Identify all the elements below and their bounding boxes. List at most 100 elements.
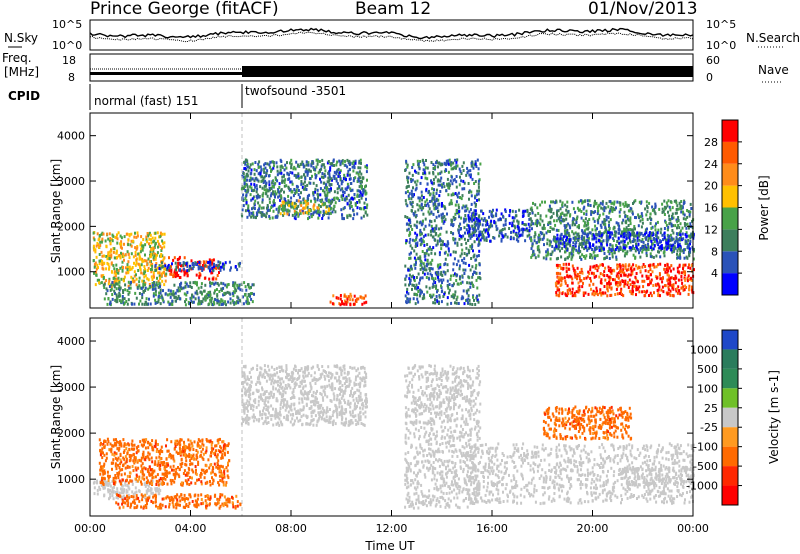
range-gate-cell: [207, 265, 210, 269]
range-gate-cell: [547, 221, 550, 225]
range-gate-cell: [157, 285, 160, 289]
range-gate-cell: [430, 181, 433, 185]
range-gate-cell: [427, 262, 430, 266]
range-gate-cell: [343, 206, 346, 210]
range-gate-cell: [347, 295, 350, 299]
range-gate-cell: [345, 197, 348, 201]
range-gate-cell: [168, 292, 171, 296]
range-gate-cell: [300, 191, 302, 195]
range-gate-cell: [637, 213, 640, 217]
range-gate-cell: [592, 244, 595, 247]
range-gate-cell: [146, 277, 149, 281]
range-gate-cell: [365, 300, 368, 304]
range-gate-cell: [360, 207, 363, 211]
range-gate-cell: [322, 203, 325, 207]
range-gate-cell: [690, 276, 692, 280]
range-gate-cell: [593, 264, 596, 268]
range-gate-cell: [539, 237, 542, 241]
range-gate-cell: [616, 266, 619, 270]
range-gate-cell: [413, 292, 416, 296]
range-gate-cell: [254, 199, 257, 203]
range-gate-cell: [430, 274, 433, 277]
range-gate-cell: [356, 212, 359, 216]
range-gate-cell: [593, 219, 596, 223]
range-gate-cell: [562, 235, 565, 239]
range-gate-cell: [617, 222, 620, 226]
range-gate-cell: [127, 243, 130, 247]
range-gate-cell: [599, 232, 602, 236]
range-gate-cell: [272, 190, 274, 194]
range-gate-cell: [118, 299, 121, 303]
range-gate-cell: [343, 294, 346, 298]
range-gate-cell: [209, 281, 211, 285]
range-gate-cell: [638, 285, 641, 289]
range-gate-cell: [420, 260, 423, 263]
range-gate-cell: [411, 173, 414, 177]
range-gate-cell: [440, 239, 443, 243]
range-gate-cell: [346, 158, 349, 162]
range-gate-cell: [642, 248, 645, 252]
range-gate-cell: [629, 233, 632, 237]
range-gate-cell: [288, 173, 290, 177]
range-gate-cell: [219, 300, 222, 304]
range-gate-cell: [483, 228, 485, 232]
range-gate-cell: [483, 217, 486, 221]
range-gate-cell: [404, 199, 407, 203]
range-gate-cell: [673, 199, 676, 203]
range-gate-cell: [433, 195, 436, 199]
range-gate-cell: [139, 243, 142, 247]
range-gate-cell: [456, 195, 459, 199]
range-gate-cell: [509, 209, 512, 212]
range-gate-cell: [458, 210, 461, 213]
range-gate-cell: [671, 238, 673, 242]
range-gate-cell: [567, 232, 570, 235]
range-gate-cell: [419, 220, 422, 224]
range-gate-cell: [290, 200, 292, 204]
range-gate-cell: [456, 158, 459, 162]
range-gate-cell: [594, 199, 596, 203]
range-gate-cell: [179, 284, 182, 288]
range-gate-cell: [651, 205, 654, 209]
range-gate-cell: [637, 242, 640, 246]
range-gate-cell: [154, 487, 157, 491]
range-gate-cell: [670, 224, 673, 228]
range-gate-cell: [163, 245, 166, 249]
range-gate-cell: [502, 235, 505, 239]
range-gate-cell: [676, 220, 679, 224]
range-gate-cell: [304, 206, 307, 210]
range-gate-cell: [293, 173, 296, 177]
range-gate-cell: [639, 248, 642, 252]
range-gate-cell: [326, 191, 329, 195]
range-gate-cell: [228, 260, 231, 264]
range-gate-cell: [138, 276, 141, 280]
range-gate-cell: [338, 302, 341, 306]
range-gate-cell: [158, 282, 161, 286]
range-gate-cell: [464, 205, 467, 209]
range-gate-cell: [582, 291, 585, 295]
range-gate-cell: [561, 203, 564, 207]
range-gate-cell: [124, 253, 127, 257]
range-gate-cell: [342, 190, 344, 194]
range-gate-cell: [437, 275, 439, 279]
range-gate-cell: [524, 228, 527, 232]
range-gate-cell: [152, 247, 155, 251]
range-gate-cell: [416, 179, 419, 183]
range-gate-cell: [665, 247, 668, 251]
range-gate-cell: [144, 283, 146, 287]
range-gate-cell: [158, 235, 161, 239]
range-gate-cell: [161, 296, 164, 300]
range-gate-cell: [192, 281, 195, 285]
range-gate-cell: [553, 246, 556, 250]
range-gate-cell: [678, 226, 681, 230]
range-gate-cell: [598, 231, 601, 234]
range-gate-cell: [250, 168, 253, 172]
range-gate-cell: [305, 188, 308, 191]
range-gate-cell: [259, 165, 262, 169]
range-gate-cell: [291, 203, 294, 207]
range-gate-cell: [155, 283, 158, 287]
range-gate-cell: [246, 185, 249, 189]
range-gate-cell: [573, 269, 576, 273]
range-gate-cell: [658, 294, 661, 298]
range-gate-cell: [116, 233, 118, 237]
